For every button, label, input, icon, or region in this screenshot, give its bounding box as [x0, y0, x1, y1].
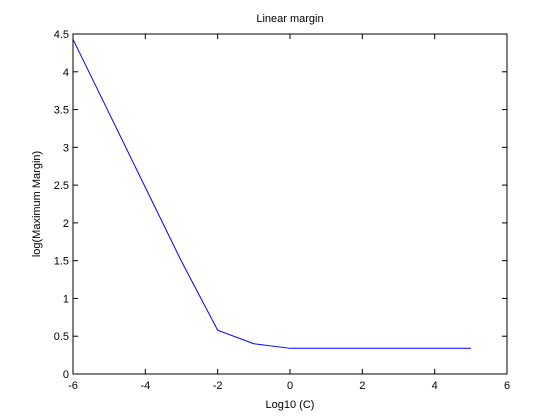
y-tick-label: 2	[63, 218, 69, 230]
x-tick-label: 6	[504, 380, 510, 392]
y-tick-label: 4.5	[54, 29, 69, 41]
series-line-0	[72, 39, 471, 349]
y-axis-label: log(Maximum Margin)	[31, 151, 43, 257]
x-tick-label: -6	[68, 380, 78, 392]
plot-area-background	[73, 34, 507, 374]
x-tick-label: 2	[359, 380, 365, 392]
series-lines	[72, 39, 471, 349]
chart-title: Linear margin	[256, 13, 323, 25]
y-tick-label: 3.5	[54, 105, 69, 117]
y-tick-label: 3	[63, 142, 69, 154]
x-tick-label: -4	[140, 380, 150, 392]
axes-frame	[72, 33, 508, 375]
y-tick-label: 1.5	[54, 256, 69, 268]
y-tick-label: 1	[63, 293, 69, 305]
x-tick-label: -2	[213, 380, 223, 392]
y-tick-labels: 0 0.5 1 1.5 2 2.5 3 3.5 4 4.5	[54, 29, 69, 381]
x-tick-labels: -6 -4 -2 0 2 4 6	[68, 380, 510, 392]
x-axis-label: Log10 (C)	[266, 399, 315, 411]
y-tick-label: 4	[63, 67, 69, 79]
y-tick-label: 0.5	[54, 331, 69, 343]
y-tick-label: 0	[63, 369, 69, 381]
x-tick-label: 0	[287, 380, 293, 392]
x-tick-label: 4	[432, 380, 438, 392]
y-tick-label: 2.5	[54, 180, 69, 192]
